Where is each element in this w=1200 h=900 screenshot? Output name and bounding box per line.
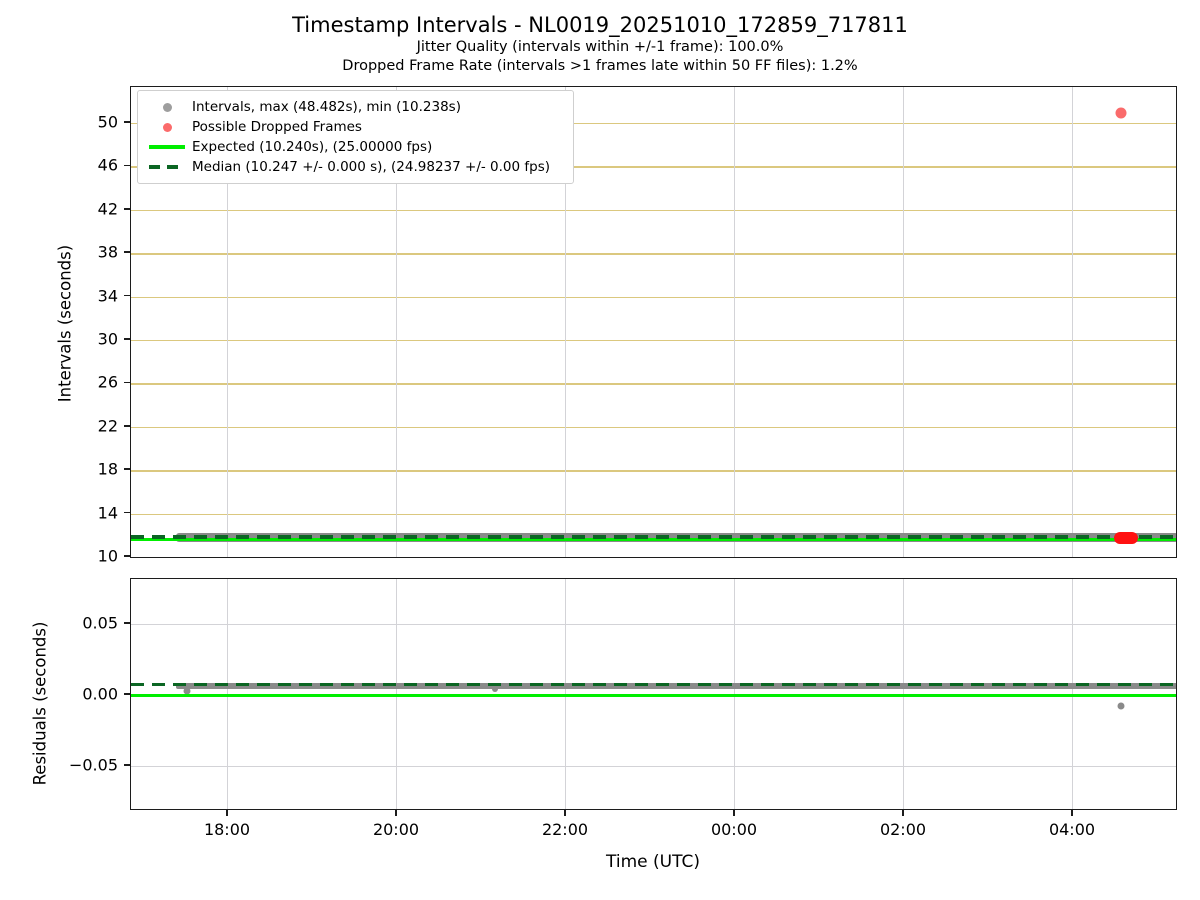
expected-line-residuals (131, 693, 1176, 697)
ticklabel-x-2000: 20:00 (372, 820, 420, 839)
legend-marker-red-circle-icon (144, 122, 190, 132)
gridline-y-26 (131, 383, 1176, 385)
gridline-x-0000 (734, 87, 736, 557)
legend-item-median[interactable]: Median (10.247 +/- 0.000 s), (24.98237 +… (144, 157, 565, 177)
tick-res-0.00 (124, 693, 130, 695)
gridline-x-0400 (1072, 87, 1074, 557)
median-line-residuals (131, 682, 1176, 687)
gridline-y-50 (131, 123, 1176, 125)
tick-y-38 (124, 251, 130, 253)
ticklabel-y-46: 46 (97, 155, 118, 175)
ticklabel-res-0.05: 0.05 (82, 613, 118, 633)
subtitle-jitter-quality: Jitter Quality (intervals within +/-1 fr… (416, 39, 784, 55)
residual-outlier-point (1117, 702, 1125, 710)
tick-x-2200 (564, 810, 566, 816)
tick-y-46 (124, 164, 130, 167)
tick-y-14 (124, 511, 130, 514)
tick-y-22 (124, 425, 130, 427)
gridline-y-38 (131, 253, 1176, 255)
dropped-frame-cluster (1114, 532, 1138, 544)
legend-line-dashed-darkgreen-icon (144, 165, 190, 169)
ticklabel-y-22: 22 (97, 416, 118, 436)
gridline-x-1800 (227, 87, 229, 557)
tick-x-0200 (902, 810, 904, 816)
legend-label-expected: Expected (10.240s), (25.00000 fps) (192, 139, 433, 155)
gridline-y-22 (131, 426, 1176, 429)
tick-res-neg0.05 (124, 764, 130, 766)
tick-x-0400 (1071, 810, 1073, 816)
tick-y-42 (124, 208, 130, 210)
x-axis-label: Time (UTC) (606, 852, 700, 872)
tick-y-10 (124, 555, 130, 557)
intervals-y-axis-label: Intervals (seconds) (55, 244, 75, 403)
tick-x-2000 (395, 810, 397, 816)
ticklabel-y-38: 38 (97, 242, 118, 262)
gridline-y-42 (131, 209, 1176, 212)
page-title: Timestamp Intervals - NL0019_20251010_17… (292, 13, 908, 37)
tick-res-0.05 (124, 622, 130, 624)
tick-y-34 (124, 294, 130, 297)
legend-item-expected[interactable]: Expected (10.240s), (25.00000 fps) (144, 137, 565, 157)
tick-x-1800 (226, 810, 228, 816)
ticklabel-y-10: 10 (97, 546, 118, 566)
residuals-y-axis-label: Residuals (seconds) (30, 621, 50, 786)
gridline-y-30 (131, 340, 1176, 342)
dropped-frame-point-max (1115, 107, 1127, 118)
chart-legend[interactable]: Intervals, max (48.482s), min (10.238s) … (137, 90, 574, 184)
legend-label-intervals: Intervals, max (48.482s), min (10.238s) (192, 99, 461, 115)
subtitle-dropped-frame-rate: Dropped Frame Rate (intervals >1 frames … (342, 58, 858, 74)
gridline-x-0200 (903, 87, 905, 557)
legend-item-dropped-frames[interactable]: Possible Dropped Frames (144, 117, 565, 137)
gridline-y-46 (131, 166, 1176, 168)
ticklabel-y-34: 34 (97, 286, 118, 306)
gridline-y-14 (131, 513, 1176, 515)
ticklabel-x-2200: 22:00 (541, 820, 589, 839)
expected-line-intervals (131, 538, 1176, 541)
tick-x-0000 (733, 810, 735, 816)
gridline-res-neg0.05 (131, 766, 1176, 768)
median-line-intervals (131, 535, 1176, 539)
ticklabel-y-50: 50 (97, 112, 118, 132)
tick-y-26 (124, 381, 130, 384)
legend-label-dropped-frames: Possible Dropped Frames (192, 119, 362, 135)
gridline-res-0.05 (131, 624, 1176, 626)
residual-outlier-point (183, 687, 191, 695)
title-block: Timestamp Intervals - NL0019_20251010_17… (0, 12, 1200, 76)
residual-outlier-point (492, 686, 498, 692)
tick-y-50 (124, 121, 130, 123)
ticklabel-x-1800: 18:00 (203, 820, 251, 839)
ticklabel-res-neg0.05: −0.05 (68, 755, 118, 775)
gridline-x-2200 (565, 87, 567, 557)
ticklabel-y-14: 14 (97, 503, 118, 523)
legend-line-solid-green-icon (144, 145, 190, 149)
legend-marker-gray-circle-icon (144, 102, 190, 112)
gridline-y-18 (131, 470, 1176, 472)
tick-y-18 (124, 468, 130, 470)
ticklabel-x-0400: 04:00 (1048, 820, 1096, 839)
ticklabel-x-0200: 02:00 (879, 820, 927, 839)
ticklabel-y-42: 42 (97, 199, 118, 219)
legend-item-intervals[interactable]: Intervals, max (48.482s), min (10.238s) (144, 97, 565, 117)
ticklabel-y-26: 26 (97, 372, 118, 392)
ticklabel-y-30: 30 (97, 329, 118, 349)
gridline-y-10 (131, 557, 1176, 558)
gridline-x-2000 (396, 87, 398, 557)
ticklabel-res-0.00: 0.00 (82, 684, 118, 704)
residuals-plot-area (130, 578, 1177, 810)
gridline-y-34 (131, 296, 1176, 298)
ticklabel-y-18: 18 (97, 459, 118, 479)
ticklabel-x-0000: 00:00 (710, 820, 758, 839)
tick-y-30 (124, 338, 130, 340)
legend-label-median: Median (10.247 +/- 0.000 s), (24.98237 +… (192, 159, 551, 175)
